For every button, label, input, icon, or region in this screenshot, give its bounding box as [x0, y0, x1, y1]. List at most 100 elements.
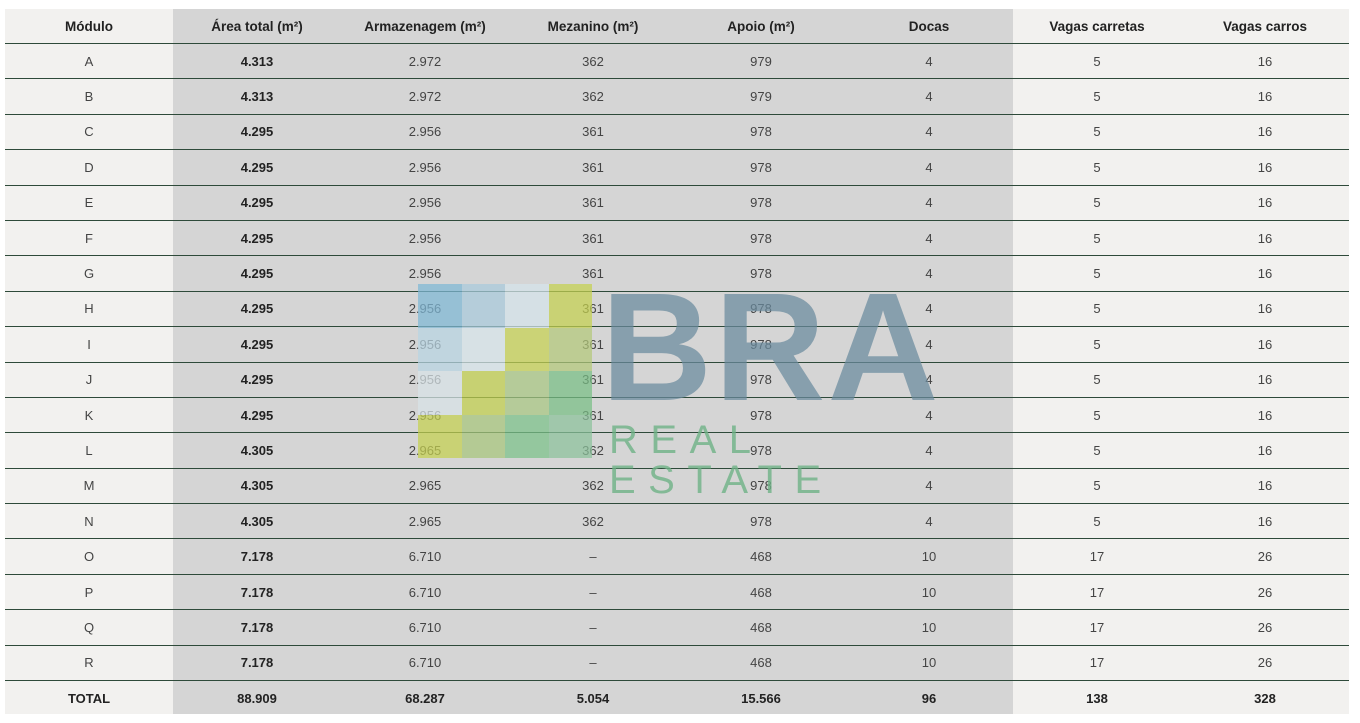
cell-docas: 4	[845, 255, 1013, 292]
cell-modulo: J	[5, 362, 173, 398]
cell-modulo: C	[5, 114, 173, 151]
cell-vagas-carretas: 5	[1013, 78, 1181, 115]
cell-docas: 4	[845, 326, 1013, 363]
cell-apoio: 978	[677, 432, 845, 469]
table-row: K 4.295 2.956 361 978 4 5 16	[5, 397, 1349, 434]
cell-area-total: 7.178	[173, 609, 341, 646]
cell-armazenagem: 2.965	[341, 503, 509, 540]
cell-area-total: 4.295	[173, 291, 341, 328]
table-row: H 4.295 2.956 361 978 4 5 16	[5, 291, 1349, 328]
header-apoio: Apoio (m²)	[677, 9, 845, 44]
header-armazenagem: Armazenagem (m²)	[341, 9, 509, 44]
cell-apoio: 979	[677, 43, 845, 80]
cell-docas: 4	[845, 432, 1013, 469]
table-row: R 7.178 6.710–468 10 17 26	[5, 645, 1349, 682]
cell-mezanino: 361	[509, 185, 677, 221]
cell-vagas-carretas: 5	[1013, 220, 1181, 257]
cell-vagas-carretas: 5	[1013, 291, 1181, 328]
total-area: 88.909	[237, 691, 277, 707]
cell-area-total: 4.295	[173, 326, 341, 363]
table-body: A 4.313 2.972 362 979 4 5 16 B 4.313 2.972 362 979 4 5…	[5, 43, 1349, 682]
cell-apoio: 978	[677, 326, 845, 363]
cell-armazenagem: 2.956	[341, 326, 509, 363]
total-armazenagem: 68.287	[405, 691, 445, 707]
cell-vagas-carretas: 5	[1013, 114, 1181, 151]
cell-docas: 4	[845, 220, 1013, 257]
data-table-frame: Módulo Área total (m²) Armazenagem (m²) Mez…	[5, 9, 1349, 714]
cell-mezanino: 361	[509, 255, 677, 292]
cell-vagas-carros: 16	[1181, 326, 1349, 363]
table-row: I 4.295 2.956 361 978 4 5 16	[5, 326, 1349, 363]
cell-modulo: E	[5, 185, 173, 221]
cell-vagas-carros: 16	[1181, 291, 1349, 328]
cell-docas: 4	[845, 397, 1013, 434]
cell-area-total: 4.295	[173, 362, 341, 398]
cell-apoio: 978	[677, 291, 845, 328]
cell-armazenagem: 2.956	[341, 397, 509, 434]
table-row: J 4.295 2.956 361 978 4 5 16	[5, 362, 1349, 398]
cell-armazenagem: 2.956	[341, 255, 509, 292]
cell-vagas-carretas: 17	[1013, 574, 1181, 611]
cell-vagas-carros: 16	[1181, 114, 1349, 151]
cell-mezanino: 361	[509, 291, 677, 328]
cell-docas: 4	[845, 362, 1013, 398]
cell-modulo: A	[5, 43, 173, 80]
table-row: Q 7.178 6.710–468 10 17 26	[5, 609, 1349, 646]
table-row: F 4.295 2.956 361 978 4 5 16	[5, 220, 1349, 257]
cell-vagas-carros: 16	[1181, 185, 1349, 221]
table-row: G 4.295 2.956 361 978 4 5 16	[5, 255, 1349, 292]
cell-modulo: L	[5, 432, 173, 469]
cell-docas: 4	[845, 468, 1013, 505]
cell-mezanino: 362	[509, 468, 677, 505]
cell-armazenagem: 2.956	[341, 114, 509, 151]
cell-apoio: 468	[677, 574, 845, 611]
cell-mezanino: 361	[509, 220, 677, 257]
cell-apoio: 978	[677, 362, 845, 398]
header-area-total: Área total (m²)	[173, 9, 341, 44]
cell-area-total: 7.178	[173, 645, 341, 682]
cell-armazenagem: 2.965	[341, 432, 509, 469]
cell-mezanino: 361	[509, 149, 677, 186]
cell-mezanino: 362	[509, 503, 677, 540]
cell-docas: 10	[845, 645, 1013, 682]
cell-modulo: H	[5, 291, 173, 328]
cell-modulo: M	[5, 468, 173, 505]
cell-vagas-carros: 16	[1181, 503, 1349, 540]
cell-vagas-carretas: 5	[1013, 503, 1181, 540]
cell-modulo: R	[5, 645, 173, 682]
cell-modulo: Q	[5, 609, 173, 646]
table-row: B 4.313 2.972 362 979 4 5 16	[5, 78, 1349, 115]
cell-modulo: F	[5, 220, 173, 257]
cell-docas: 4	[845, 503, 1013, 540]
cell-vagas-carretas: 5	[1013, 397, 1181, 434]
cell-docas: 10	[845, 609, 1013, 646]
table-row: N 4.305 2.965 362 978 4 5 16	[5, 503, 1349, 540]
total-vagas-carros: 328	[1254, 691, 1276, 707]
cell-area-total: 7.178	[173, 574, 341, 611]
cell-apoio: 978	[677, 149, 845, 186]
cell-apoio: 468	[677, 609, 845, 646]
cell-area-total: 4.313	[173, 43, 341, 80]
cell-vagas-carretas: 5	[1013, 362, 1181, 398]
table-row: O 7.178 6.710–468 10 17 26	[5, 538, 1349, 575]
header-vagas-carros: Vagas carros	[1181, 9, 1349, 44]
table-row: E 4.295 2.956 361 978 4 5 16	[5, 185, 1349, 221]
cell-area-total: 4.295	[173, 185, 341, 221]
cell-area-total: 4.295	[173, 149, 341, 186]
cell-apoio: 468	[677, 645, 845, 682]
cell-vagas-carros: 16	[1181, 43, 1349, 80]
header-row: Módulo Área total (m²) Armazenagem (m²) Mez…	[5, 9, 1349, 44]
cell-vagas-carretas: 5	[1013, 149, 1181, 186]
cell-vagas-carros: 16	[1181, 220, 1349, 257]
cell-armazenagem: 6.710	[341, 645, 509, 682]
cell-docas: 4	[845, 78, 1013, 115]
cell-vagas-carretas: 5	[1013, 255, 1181, 292]
cell-modulo: G	[5, 255, 173, 292]
cell-docas: 4	[845, 114, 1013, 151]
total-mezanino: 5.054	[576, 691, 610, 707]
cell-docas: 4	[845, 185, 1013, 221]
cell-modulo: I	[5, 326, 173, 363]
cell-area-total: 4.295	[173, 220, 341, 257]
table-row: D 4.295 2.956 361 978 4 5 16	[5, 149, 1349, 186]
cell-apoio: 978	[677, 468, 845, 505]
